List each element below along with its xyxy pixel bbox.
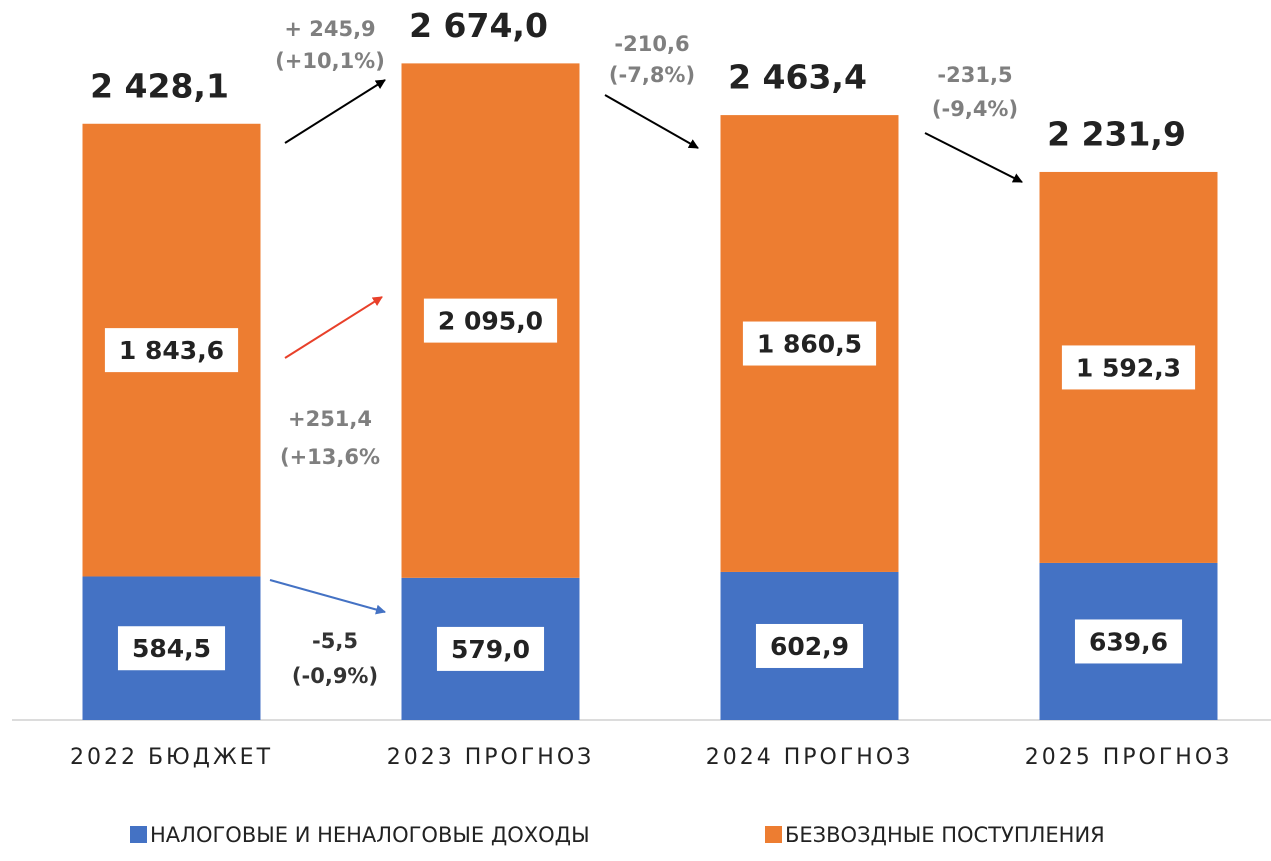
value-label: 1 843,6 bbox=[119, 336, 224, 365]
annotation: (-7,8%) bbox=[609, 63, 695, 87]
value-label-box bbox=[117, 626, 226, 671]
value-label-box bbox=[104, 328, 239, 373]
annotation: + 245,9 bbox=[284, 17, 375, 41]
value-label: 584,5 bbox=[132, 634, 211, 663]
x-tick-label: 2023 ПРОГНОЗ bbox=[387, 745, 595, 770]
arrow bbox=[284, 296, 383, 359]
total-label: 2 231,9 bbox=[1047, 114, 1186, 153]
annotation: (-0,9%) bbox=[292, 664, 378, 688]
value-label: 639,6 bbox=[1089, 627, 1168, 656]
legend-label: НАЛОГОВЫЕ И НЕНАЛОГОВЫЕ ДОХОДЫ bbox=[150, 823, 590, 847]
value-label: 1 592,3 bbox=[1076, 353, 1181, 382]
value-label: 602,9 bbox=[770, 632, 849, 661]
annotation: -210,6 bbox=[614, 32, 689, 56]
value-label: 579,0 bbox=[451, 635, 530, 664]
total-label: 2 463,4 bbox=[728, 58, 867, 97]
annotation: +251,4 bbox=[288, 407, 372, 431]
annotation: (+13,6% bbox=[280, 445, 380, 469]
value-label-box bbox=[436, 626, 545, 671]
value-label-box bbox=[1074, 619, 1183, 664]
total-label: 2 674,0 bbox=[409, 6, 548, 45]
value-label-box bbox=[742, 321, 877, 366]
annotation: -5,5 bbox=[312, 629, 358, 653]
legend-label: БЕЗВОЗДНЫЕ ПОСТУПЛЕНИЯ bbox=[785, 823, 1105, 847]
value-label-box bbox=[755, 623, 864, 668]
legend-swatch bbox=[130, 826, 147, 843]
annotation: -231,5 bbox=[937, 63, 1012, 87]
annotation: (+10,1%) bbox=[275, 49, 385, 73]
arrow bbox=[284, 79, 386, 144]
value-label-box bbox=[1061, 345, 1196, 390]
arrow bbox=[604, 94, 699, 149]
legend-swatch bbox=[765, 826, 782, 843]
value-label-box bbox=[423, 298, 558, 343]
value-label: 1 860,5 bbox=[757, 330, 862, 359]
arrow bbox=[269, 579, 386, 615]
x-tick-label: 2022 БЮДЖЕТ bbox=[70, 745, 273, 770]
value-label: 2 095,0 bbox=[438, 307, 543, 336]
x-tick-label: 2025 ПРОГНОЗ bbox=[1025, 745, 1233, 770]
arrow bbox=[924, 132, 1023, 183]
x-tick-label: 2024 ПРОГНОЗ bbox=[706, 745, 914, 770]
annotation: (-9,4%) bbox=[932, 97, 1018, 121]
total-label: 2 428,1 bbox=[90, 66, 229, 105]
